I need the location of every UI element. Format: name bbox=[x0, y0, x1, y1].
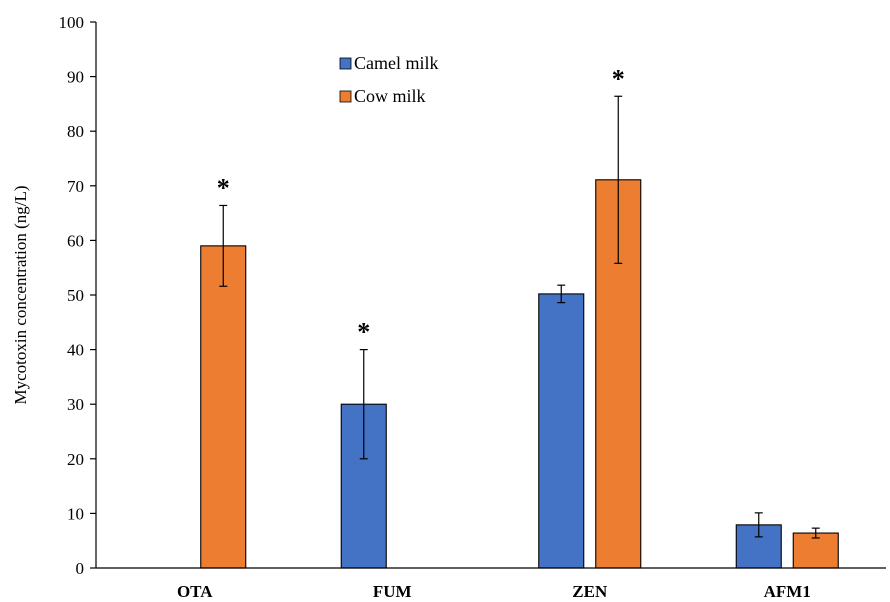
bar-cow-milk-ota bbox=[200, 245, 247, 569]
x-axis-labels: OTA FUM ZEN AFM1 bbox=[177, 582, 811, 601]
y-tick-label: 60 bbox=[67, 231, 84, 250]
y-tick-label: 30 bbox=[67, 395, 84, 414]
y-tick-label: 100 bbox=[59, 13, 85, 32]
y-tick-label: 70 bbox=[67, 177, 84, 196]
legend: Camel milk Cow milk bbox=[339, 53, 439, 106]
bars bbox=[200, 179, 839, 569]
y-tick-label: 40 bbox=[67, 341, 84, 360]
legend-swatch-cow-milk bbox=[339, 90, 352, 103]
legend-label-camel-milk: Camel milk bbox=[354, 53, 439, 73]
x-tick-label-fum: FUM bbox=[373, 582, 412, 601]
y-tick-label: 90 bbox=[67, 68, 84, 87]
legend-label-cow-milk: Cow milk bbox=[354, 86, 426, 106]
significance-marker: * bbox=[357, 318, 370, 347]
y-tick-label: 10 bbox=[67, 504, 84, 523]
y-tick-label: 20 bbox=[67, 450, 84, 469]
y-axis-ticks: 0 10 20 30 40 50 60 70 80 90 100 bbox=[59, 13, 96, 578]
x-tick-label-zen: ZEN bbox=[572, 582, 608, 601]
significance-markers: * * * bbox=[217, 64, 625, 346]
bar-cow-milk-afm1 bbox=[792, 532, 839, 569]
x-tick-label-ota: OTA bbox=[177, 582, 213, 601]
legend-swatch-camel-milk bbox=[339, 57, 352, 70]
y-tick-label: 50 bbox=[67, 286, 84, 305]
y-tick-label: 0 bbox=[76, 559, 85, 578]
y-tick-label: 80 bbox=[67, 122, 84, 141]
significance-marker: * bbox=[612, 64, 625, 93]
bar-camel-milk-zen bbox=[538, 293, 585, 569]
y-axis-title: Mycotoxin concentration (ng/L) bbox=[11, 185, 30, 404]
significance-marker: * bbox=[217, 173, 230, 202]
x-tick-label-afm1: AFM1 bbox=[764, 582, 811, 601]
error-bars bbox=[219, 95, 820, 539]
